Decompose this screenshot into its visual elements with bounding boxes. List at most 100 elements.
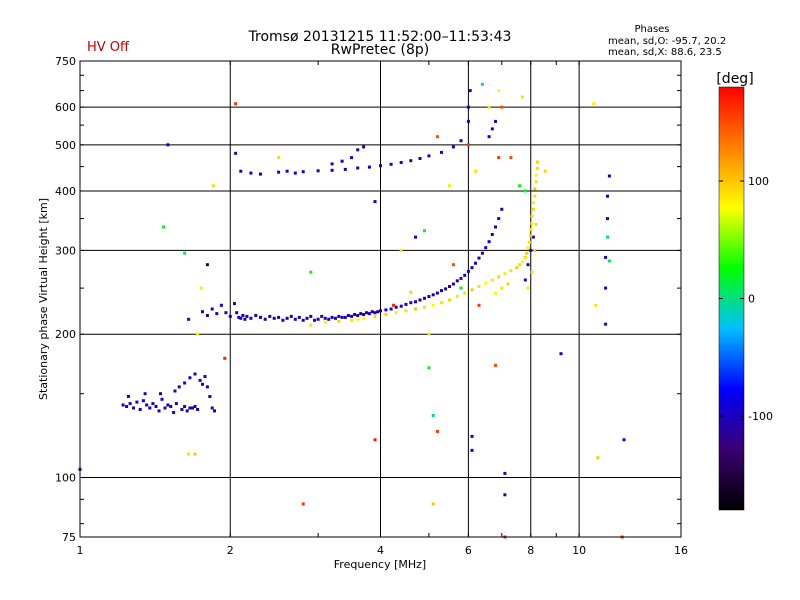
data-point [533,194,537,198]
data-point [210,307,214,311]
y-tick-label: 200 [55,328,76,341]
data-point [477,256,481,260]
data-point [141,399,145,403]
data-point [162,225,165,229]
data-point [301,318,305,322]
data-point [199,286,203,290]
data-point [418,298,422,302]
data-point [373,314,377,318]
data-point [379,309,382,313]
data-point [440,301,443,305]
data-point [228,314,232,318]
data-point [494,119,497,123]
data-point [163,406,167,410]
data-point [297,315,301,319]
x-axis-label: Frequency [MHz] [334,558,426,571]
data-point [219,303,223,307]
data-point [132,406,135,410]
data-point [423,296,426,300]
data-point [384,313,388,316]
data-point [394,305,398,309]
data-point [431,414,435,417]
data-point [330,162,334,166]
data-point [187,452,191,456]
data-point [373,200,377,204]
data-point [285,169,289,173]
data-point [191,406,194,410]
data-point [535,160,539,164]
data-point [503,272,507,276]
data-point [503,493,507,497]
data-point [474,169,477,173]
data-point [497,89,501,93]
data-point [404,309,408,313]
data-point [455,295,459,298]
data-point [159,392,162,396]
data-point [193,405,197,408]
data-point [350,156,354,160]
data-point [277,315,281,319]
data-point [205,385,209,389]
data-point [337,314,341,318]
data-point [309,270,313,274]
data-point [180,408,184,411]
data-point [607,174,611,178]
data-point [235,311,239,315]
data-point [427,295,431,298]
data-point [320,314,324,318]
data-point [259,172,262,176]
data-point [183,251,187,255]
data-point [254,314,258,317]
data-point [459,286,463,290]
data-point [526,263,530,267]
data-point [414,307,417,311]
data-point [427,366,431,370]
data-point [466,143,470,147]
data-point [607,259,611,263]
data-point [399,161,403,164]
data-point [448,285,451,288]
data-point [468,89,472,93]
data-point [521,95,524,99]
data-point [389,162,393,166]
data-point [440,289,443,293]
data-point [448,184,451,188]
data-point [490,127,494,131]
data-point [487,135,491,139]
data-point [316,169,320,173]
hv-status: HV Off [87,40,130,55]
data-point [506,282,510,286]
data-point [490,278,494,282]
data-points [78,82,626,539]
x-tick-label: 8 [527,544,534,557]
data-point [431,303,435,307]
data-point [183,405,187,408]
data-point [451,263,455,267]
data-point [409,290,413,294]
data-point [203,375,207,378]
data-point [531,201,535,205]
data-point [423,305,426,309]
data-point [529,234,533,238]
data-point [523,255,527,259]
data-point [526,286,530,290]
y-tick-label: 400 [55,185,76,198]
data-point [196,332,200,336]
data-point [362,313,366,316]
data-point [241,314,245,317]
chart-subtitle: RwPretec (8p) [331,42,429,58]
data-point [337,319,341,323]
data-point [529,228,533,231]
data-point [487,105,491,109]
phase-x-stats: mean, sd,X: 88.6, 23.5 [608,47,722,58]
data-point [174,402,178,406]
data-point [313,318,316,322]
data-point [234,102,238,106]
data-point [249,316,253,320]
data-point [277,170,281,174]
data-point [353,313,357,316]
data-point [157,409,161,413]
data-point [518,263,522,267]
data-point [166,403,170,407]
data-point [188,406,192,410]
